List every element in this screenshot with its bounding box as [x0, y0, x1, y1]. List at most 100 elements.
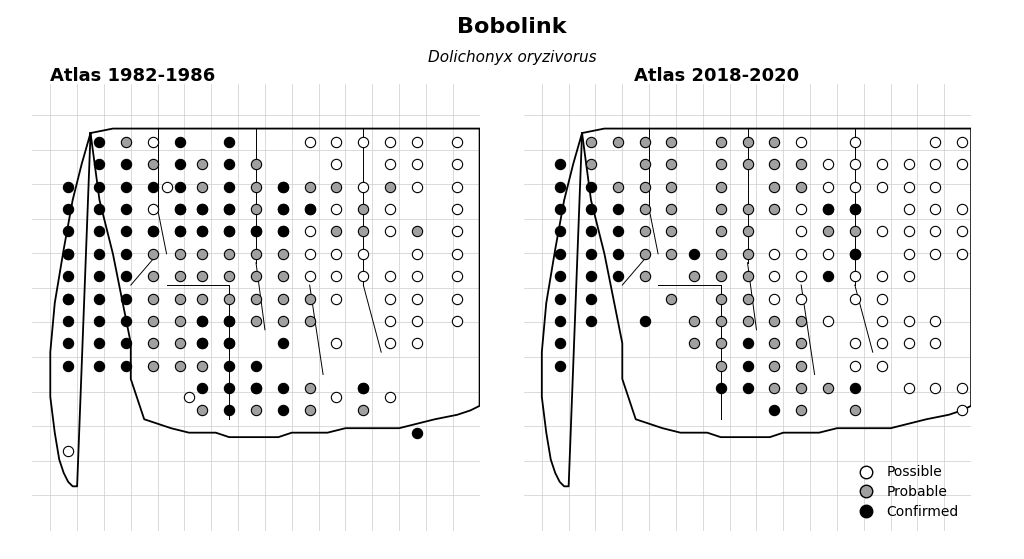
Point	[221, 339, 238, 348]
Point	[409, 249, 425, 258]
Point	[766, 383, 782, 392]
Point	[382, 392, 398, 401]
Point	[820, 316, 837, 325]
Point	[873, 272, 890, 281]
Point	[355, 383, 372, 392]
Point	[664, 227, 680, 236]
Point	[355, 249, 372, 258]
Point	[847, 249, 863, 258]
Point	[927, 227, 943, 236]
Point	[221, 138, 238, 146]
Point	[329, 272, 345, 281]
Point	[873, 182, 890, 191]
Point	[195, 406, 211, 415]
Point	[172, 160, 188, 169]
Point	[301, 406, 317, 415]
Point	[450, 316, 466, 325]
Point	[221, 205, 238, 214]
Point	[91, 361, 108, 370]
Point	[355, 138, 372, 146]
Point	[195, 249, 211, 258]
Point	[118, 294, 134, 303]
Point	[583, 138, 599, 146]
Point	[382, 205, 398, 214]
Point	[954, 160, 971, 169]
Point	[637, 227, 653, 236]
Point	[355, 383, 372, 392]
Point	[145, 294, 162, 303]
Point	[301, 249, 317, 258]
Point	[609, 249, 626, 258]
Point	[739, 316, 756, 325]
Point	[91, 182, 108, 191]
Point	[145, 182, 162, 191]
Point	[450, 227, 466, 236]
Point	[664, 294, 680, 303]
Point	[118, 272, 134, 281]
Point	[91, 272, 108, 281]
Point	[552, 182, 568, 191]
Point	[221, 227, 238, 236]
Point	[329, 294, 345, 303]
Point	[873, 339, 890, 348]
Point	[847, 182, 863, 191]
Point	[450, 249, 466, 258]
Text: Atlas 2018-2020: Atlas 2018-2020	[634, 67, 800, 85]
Point	[221, 272, 238, 281]
Point	[583, 316, 599, 325]
Point	[793, 272, 809, 281]
Point	[739, 205, 756, 214]
Point	[820, 227, 837, 236]
Point	[145, 316, 162, 325]
Point	[739, 339, 756, 348]
Point	[713, 227, 729, 236]
Point	[927, 316, 943, 325]
Point	[221, 182, 238, 191]
Point	[409, 294, 425, 303]
Point	[172, 294, 188, 303]
Point	[766, 294, 782, 303]
Point	[329, 182, 345, 191]
Point	[329, 392, 345, 401]
Point	[195, 227, 211, 236]
Point	[552, 160, 568, 169]
Point	[145, 138, 162, 146]
Point	[329, 227, 345, 236]
Point	[686, 316, 702, 325]
Point	[409, 339, 425, 348]
Point	[91, 205, 108, 214]
Point	[301, 294, 317, 303]
Point	[637, 272, 653, 281]
Point	[847, 406, 863, 415]
Point	[221, 316, 238, 325]
Point	[739, 361, 756, 370]
Point	[713, 138, 729, 146]
Point	[355, 182, 372, 191]
Point	[221, 383, 238, 392]
Point	[766, 272, 782, 281]
Point	[954, 406, 971, 415]
Point	[248, 249, 264, 258]
Point	[195, 383, 211, 392]
Point	[766, 339, 782, 348]
Point	[118, 316, 134, 325]
Point	[664, 182, 680, 191]
Point	[60, 227, 77, 236]
Point	[172, 272, 188, 281]
Point	[274, 227, 291, 236]
Legend: Possible, Probable, Confirmed: Possible, Probable, Confirmed	[846, 460, 965, 524]
Point	[248, 361, 264, 370]
Point	[637, 160, 653, 169]
Point	[609, 138, 626, 146]
Point	[609, 227, 626, 236]
Point	[954, 227, 971, 236]
Point	[274, 182, 291, 191]
Point	[739, 160, 756, 169]
Point	[274, 316, 291, 325]
Point	[552, 339, 568, 348]
Point	[927, 383, 943, 392]
Point	[927, 160, 943, 169]
Point	[355, 227, 372, 236]
Point	[847, 361, 863, 370]
Point	[118, 249, 134, 258]
